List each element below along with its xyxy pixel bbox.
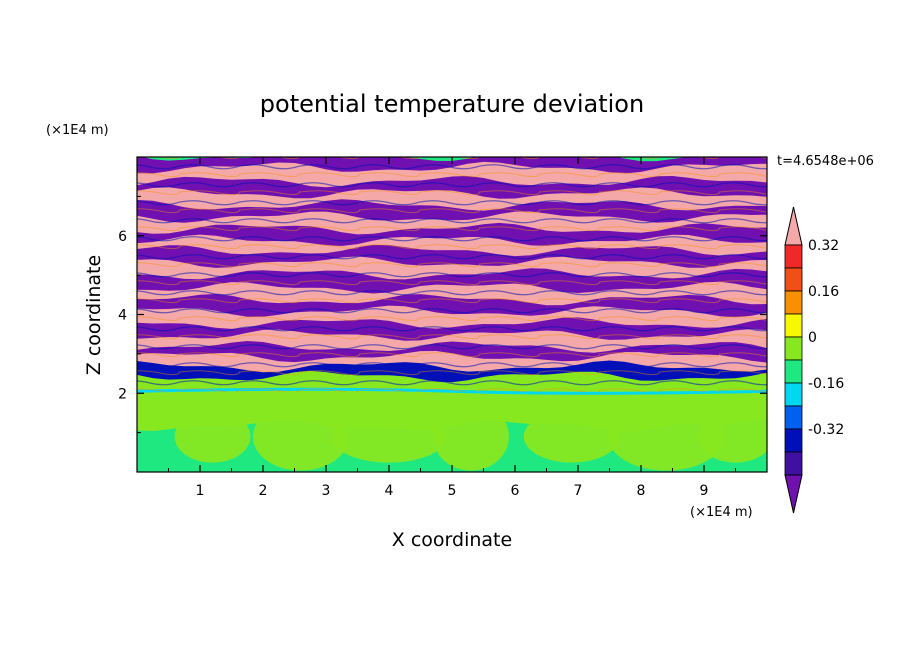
colorbar-bottom-arrow [784, 474, 803, 514]
colorbar-swatch [784, 244, 803, 269]
contour-blob [432, 402, 509, 471]
x-tick-label: 7 [574, 483, 583, 499]
contour-blob [252, 402, 349, 471]
time-label: t=4.6548e+06 [777, 154, 874, 169]
colorbar-tick-label: 0.32 [808, 238, 839, 254]
colorbar-swatch [784, 290, 803, 315]
contour-blob [608, 402, 725, 471]
colorbar-swatch [784, 382, 803, 407]
x-tick-label: 2 [259, 483, 268, 499]
colorbar-swatch [784, 267, 803, 292]
x-tick-label: 9 [700, 483, 709, 499]
x-tick-label: 1 [196, 483, 205, 499]
contour-blobs [137, 387, 767, 471]
y-tick-label: 6 [118, 229, 127, 245]
chart-title: potential temperature deviation [260, 90, 644, 118]
contour-blob [697, 410, 767, 463]
contour-blob [331, 410, 447, 463]
x-tick-label: 6 [511, 483, 520, 499]
colorbar-swatch [784, 336, 803, 361]
x-tick-label: 8 [637, 483, 646, 499]
colorbar-swatch [784, 405, 803, 430]
y-tick-label: 4 [118, 308, 127, 324]
x-tick-label: 5 [448, 483, 457, 499]
colorbar-swatch [784, 359, 803, 384]
x-axis-label: X coordinate [392, 529, 512, 551]
colorbar-swatch [784, 451, 803, 476]
y-axis: 2 4 6 [118, 195, 767, 434]
colorbar-top-arrow [784, 206, 803, 246]
colorbar-tick-label: 0 [808, 330, 817, 346]
colorbar-tick-label: 0.16 [808, 284, 839, 300]
colorbar-swatch [784, 313, 803, 338]
contour-blob [174, 410, 251, 463]
x-tick-label: 3 [322, 483, 331, 499]
colorbar-tick-label: -0.16 [808, 376, 844, 392]
contour-streaks [137, 157, 767, 392]
x-axis: 1 2 3 4 5 6 7 8 9 [168, 157, 736, 499]
contour-blob [523, 410, 620, 463]
plot-area [137, 157, 767, 472]
colorbar: 0.32 0.16 0 -0.16 -0.32 [784, 206, 844, 514]
x-axis-unit: (×1E4 m) [690, 505, 753, 520]
x-tick-label: 4 [385, 483, 394, 499]
colorbar-tick-label: -0.32 [808, 422, 844, 438]
y-axis-unit: (×1E4 m) [46, 123, 109, 138]
y-axis-label: Z coordinate [83, 255, 105, 375]
colorbar-swatch [784, 428, 803, 453]
y-tick-label: 2 [118, 386, 127, 402]
